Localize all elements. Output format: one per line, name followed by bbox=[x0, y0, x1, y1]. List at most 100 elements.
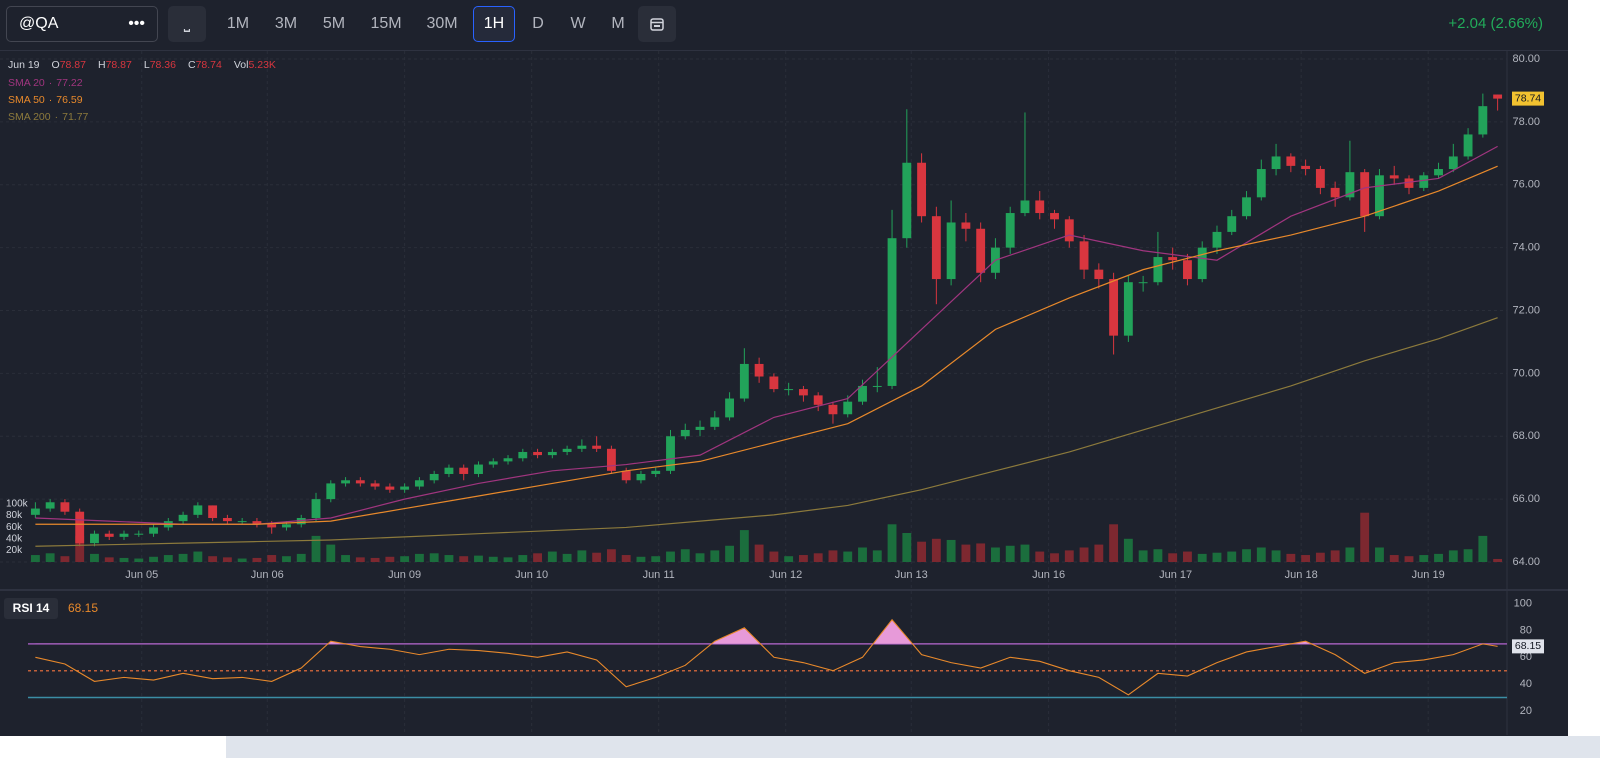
volume-bar bbox=[666, 551, 675, 562]
symbol: @QA bbox=[19, 15, 59, 32]
legend-key: O bbox=[52, 59, 60, 71]
interval-button[interactable]: 1M bbox=[226, 15, 250, 32]
sma-name: SMA 200 bbox=[8, 111, 51, 123]
volume-bar bbox=[651, 556, 661, 562]
sma-value: 76.59 bbox=[56, 94, 82, 106]
candle-body bbox=[680, 429, 690, 437]
volume-bar bbox=[917, 541, 927, 562]
candle-body bbox=[739, 363, 749, 399]
volume-bar bbox=[282, 556, 291, 562]
volume-bar bbox=[355, 557, 365, 562]
candle-body bbox=[828, 404, 838, 415]
volume-bar bbox=[798, 555, 808, 562]
style-icon: ⎵ bbox=[183, 15, 191, 32]
candle-body bbox=[843, 401, 853, 415]
y-tick-label: 78.00 bbox=[1512, 116, 1540, 128]
y-tick-label: 64.00 bbox=[1512, 556, 1540, 568]
candle-body bbox=[1064, 219, 1074, 242]
candle-body bbox=[666, 436, 675, 471]
candle-body bbox=[1138, 282, 1148, 284]
volume-bar bbox=[429, 553, 439, 562]
volume-bar bbox=[252, 557, 262, 562]
candle-body bbox=[1094, 269, 1104, 280]
interval-button[interactable]: 30M bbox=[426, 15, 458, 32]
volume-bar bbox=[961, 544, 971, 562]
volume-bar bbox=[1050, 553, 1059, 562]
interval-button[interactable]: M bbox=[611, 15, 625, 32]
x-tick-label: Jun 17 bbox=[1159, 569, 1192, 581]
style-button[interactable]: ⎵ bbox=[168, 6, 206, 42]
candle-body bbox=[518, 451, 528, 459]
candle-body bbox=[621, 470, 631, 481]
candle-body bbox=[1197, 247, 1207, 280]
candle-body bbox=[798, 389, 808, 396]
candle-body bbox=[813, 395, 823, 405]
candle-body bbox=[1109, 279, 1119, 336]
candle-body bbox=[1271, 156, 1281, 170]
candle-body bbox=[872, 385, 882, 387]
candle-body bbox=[710, 417, 720, 427]
price-change: +2.04 (2.66%) bbox=[1448, 15, 1543, 32]
candle-body bbox=[1153, 257, 1163, 283]
y-tick-label: 70.00 bbox=[1512, 367, 1540, 379]
volume-bar bbox=[400, 556, 410, 562]
volume-bar bbox=[1094, 544, 1104, 562]
volume-bar bbox=[606, 549, 616, 562]
candle-body bbox=[1256, 169, 1266, 198]
volume-bar bbox=[1183, 551, 1192, 562]
candle-body bbox=[769, 376, 779, 390]
interval-button[interactable]: 5M bbox=[322, 15, 346, 32]
menu[interactable]: ••• bbox=[128, 15, 145, 32]
volume-bar bbox=[104, 557, 114, 562]
volume-bar bbox=[222, 557, 232, 562]
volume-bar bbox=[208, 556, 218, 562]
candle-body bbox=[976, 228, 986, 273]
volume-bar bbox=[1064, 550, 1074, 562]
volume-bar bbox=[1005, 545, 1015, 562]
interval-button[interactable]: 1H bbox=[473, 6, 515, 42]
volume-bar bbox=[459, 556, 469, 562]
interval-button[interactable]: 15M bbox=[370, 15, 402, 32]
candle-body bbox=[459, 467, 469, 474]
volume-tick-label: 100k bbox=[6, 499, 29, 510]
volume-bar bbox=[1242, 549, 1251, 562]
symbol-box[interactable]: @QA ••• bbox=[6, 6, 158, 42]
volume-bar bbox=[1375, 547, 1384, 562]
candle-body bbox=[636, 473, 646, 481]
candle-body bbox=[577, 445, 587, 449]
candle-body bbox=[754, 363, 764, 377]
rsi-tick-label: 100 bbox=[1514, 598, 1532, 610]
volume-bar bbox=[828, 550, 838, 562]
interval-button[interactable]: 3M bbox=[274, 15, 298, 32]
volume-bar bbox=[370, 557, 380, 562]
volume-bar bbox=[858, 547, 867, 562]
rsi-line bbox=[35, 618, 1498, 696]
candle-body bbox=[1286, 156, 1296, 166]
rsi-tick-label: 80 bbox=[1520, 624, 1532, 636]
y-tick-label: 80.00 bbox=[1512, 53, 1540, 65]
candle-body bbox=[30, 508, 40, 515]
legend-key: H bbox=[98, 59, 106, 71]
y-tick-label: 72.00 bbox=[1512, 304, 1540, 316]
y-tick-label: 68.00 bbox=[1512, 430, 1540, 442]
volume-bar bbox=[769, 551, 779, 562]
ohlc-legend: Jun 19 O78.87 H78.87 L78.36 C78.74 Vol5.23K bbox=[8, 59, 276, 71]
candle-body bbox=[1419, 175, 1429, 188]
candle-body bbox=[1079, 241, 1089, 270]
volume-bar bbox=[1360, 512, 1370, 562]
volume-bar bbox=[695, 553, 705, 562]
candle-body bbox=[370, 483, 380, 487]
legend-key: Vol bbox=[234, 59, 249, 71]
sma-sep: · bbox=[49, 94, 53, 106]
volume-bar bbox=[1419, 555, 1429, 562]
calendar-button[interactable] bbox=[638, 6, 676, 42]
candle-body bbox=[1183, 260, 1192, 280]
volume-bar bbox=[1330, 550, 1340, 562]
x-tick-label: Jun 18 bbox=[1285, 569, 1318, 581]
candle-body bbox=[429, 473, 439, 481]
interval-button[interactable]: W bbox=[570, 15, 586, 32]
volume-bar bbox=[326, 544, 336, 562]
legend-key: L bbox=[144, 59, 150, 71]
interval-button[interactable]: D bbox=[532, 15, 544, 32]
candle-body bbox=[902, 162, 912, 239]
